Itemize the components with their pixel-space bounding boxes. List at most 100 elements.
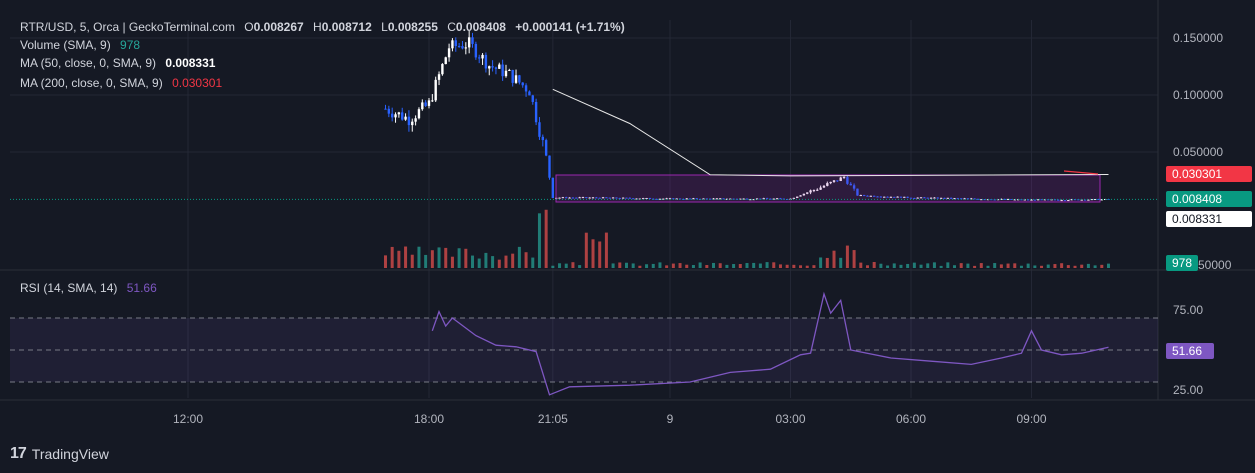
volume-bar: [752, 262, 756, 268]
candle-body: [879, 196, 883, 198]
candle-body: [866, 195, 869, 197]
candle-body: [896, 196, 899, 198]
candle-body: [893, 196, 896, 198]
volume-tick-label: 50000: [1198, 258, 1232, 272]
volume-bar: [999, 264, 1003, 268]
candle-body: [802, 193, 806, 196]
volume-bar: [792, 264, 796, 268]
volume-bar: [973, 265, 977, 268]
candle-body: [849, 183, 852, 186]
candle-body: [441, 64, 444, 75]
ma50-legend[interactable]: MA (50, close, 0, SMA, 9) 0.008331: [20, 56, 215, 71]
volume-bar: [1106, 263, 1110, 268]
close-price-badge: 0.008408: [1166, 191, 1252, 207]
candle-body: [913, 197, 916, 199]
ma200-legend[interactable]: MA (200, close, 0, SMA, 9) 0.030301: [20, 76, 222, 91]
rsi-tick-label: 25.00: [1173, 383, 1203, 397]
candle-body: [1006, 199, 1010, 201]
rsi-pane: [10, 291, 1158, 396]
candle-body: [692, 198, 695, 200]
volume-bar: [765, 262, 769, 268]
volume-bar: [959, 263, 963, 268]
volume-bar: [464, 248, 468, 268]
candle-body: [862, 195, 866, 197]
candle-body: [534, 101, 538, 123]
candle-body: [775, 198, 779, 200]
candle-body: [394, 114, 397, 118]
price-change: +0.000141 (+1.71%): [515, 20, 625, 34]
candle-body: [524, 85, 528, 92]
candle-body: [491, 66, 494, 68]
candle-body: [611, 197, 615, 199]
volume-bar: [397, 250, 401, 268]
volume-bar: [551, 265, 555, 268]
volume-bar: [645, 264, 649, 268]
candle-body: [919, 197, 923, 199]
candle-body: [739, 198, 742, 200]
candle-body: [642, 198, 645, 200]
volume-bar: [1046, 264, 1050, 268]
candle-body: [960, 198, 963, 200]
volume-bar: [732, 264, 736, 268]
candle-body: [1003, 198, 1006, 200]
candle-body: [568, 197, 571, 199]
volume-bar: [1019, 265, 1023, 268]
volume-bar: [544, 209, 548, 268]
volume-legend-label: Volume (SMA, 9): [20, 38, 111, 52]
volume-bar: [845, 245, 849, 268]
candle-body: [444, 57, 447, 65]
candle-body: [993, 199, 996, 201]
candle-body: [963, 198, 966, 200]
volume-bar: [631, 263, 635, 268]
candle-body: [427, 100, 431, 106]
candle-body: [628, 197, 632, 199]
candle-body: [1043, 199, 1047, 201]
volume-bar: [1040, 265, 1044, 268]
volume-bar: [865, 265, 869, 268]
candle-body: [544, 140, 548, 156]
volume-bar: [805, 265, 809, 268]
candle-body: [488, 66, 491, 69]
candle-body: [970, 198, 973, 200]
rsi-tick-label: 75.00: [1173, 303, 1203, 317]
candle-body: [457, 46, 461, 48]
volume-bar: [611, 263, 615, 268]
volume-bar: [410, 254, 414, 268]
candle-body: [514, 75, 518, 83]
candle-body: [996, 199, 1000, 201]
volume-legend[interactable]: Volume (SMA, 9) 978: [20, 38, 140, 53]
volume-bar: [1053, 264, 1057, 268]
volume-bar: [558, 263, 562, 268]
volume-bar: [390, 246, 394, 268]
rsi-line: [431, 291, 1109, 396]
volume-bar: [1080, 264, 1084, 268]
candle-body: [725, 198, 729, 200]
rsi-legend[interactable]: RSI (14, SMA, 14) 51.66: [20, 281, 157, 296]
volume-bar: [618, 262, 622, 268]
time-tick-label: 18:00: [414, 412, 444, 426]
ma50-price-badge: 0.008331: [1166, 211, 1252, 227]
volume-bar: [437, 247, 441, 268]
candle-body: [615, 197, 618, 199]
ma200-tail: [1063, 170, 1099, 175]
volume-bars: [383, 209, 1110, 268]
time-tick-label: 06:00: [896, 412, 926, 426]
candle-body: [889, 196, 893, 198]
candle-body: [454, 40, 457, 47]
volume-bar: [671, 263, 675, 268]
candle-body: [528, 91, 531, 96]
volume-bar: [524, 252, 528, 268]
candle-body: [682, 198, 685, 200]
candle-body: [531, 95, 534, 102]
candle-body: [708, 198, 712, 200]
candle-body: [672, 198, 675, 200]
candle-body: [551, 177, 555, 199]
candle-body: [581, 197, 585, 199]
candle-body: [498, 64, 501, 69]
candle-body: [1060, 200, 1063, 202]
tradingview-brand[interactable]: 17 TradingView: [10, 445, 109, 463]
candle-body: [883, 196, 886, 198]
volume-bar: [691, 265, 695, 268]
volume-bar: [497, 259, 501, 268]
